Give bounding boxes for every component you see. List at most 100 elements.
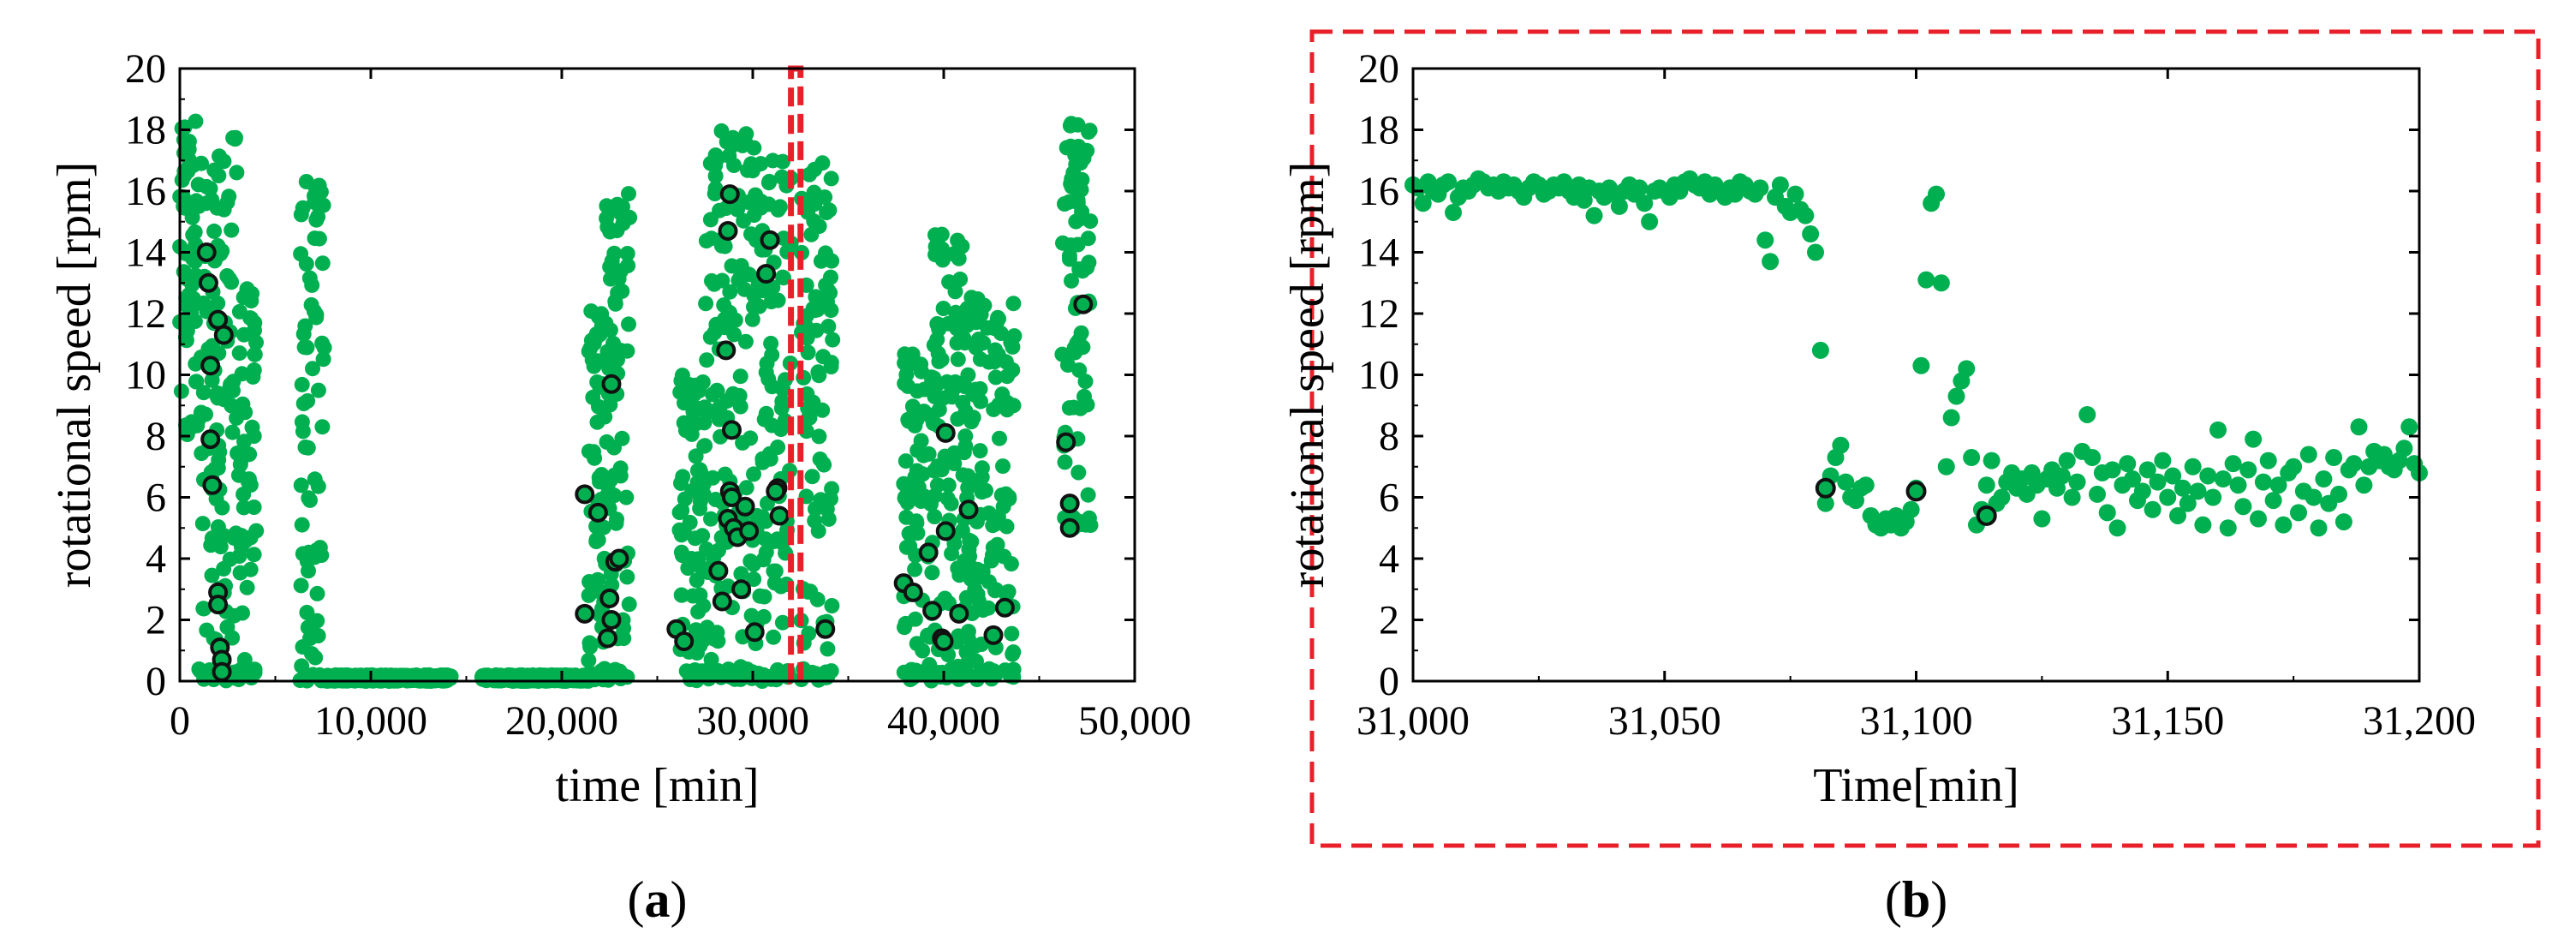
a-point xyxy=(219,268,236,284)
a-point xyxy=(907,469,923,485)
b-point xyxy=(1610,197,1628,215)
a-point xyxy=(699,619,715,636)
a-point xyxy=(224,222,240,238)
b-y-axis-label: rotational speed [rpm] xyxy=(1281,162,1334,589)
a-marked-point xyxy=(601,610,622,630)
a-point xyxy=(246,547,262,563)
a-y-tick-label: 8 xyxy=(146,414,166,459)
b-point xyxy=(2350,418,2368,436)
a-point xyxy=(800,583,816,600)
b-point xyxy=(1932,274,1950,292)
b-point xyxy=(1928,185,1945,203)
a-point xyxy=(1005,398,1022,414)
a-point xyxy=(1057,454,1073,470)
a-point xyxy=(216,153,232,170)
b-point xyxy=(1993,488,2011,506)
b-point xyxy=(1937,458,1955,476)
a-point xyxy=(246,428,262,444)
a-point xyxy=(972,351,988,368)
a-point xyxy=(776,230,792,247)
b-point xyxy=(2204,488,2222,506)
a-point xyxy=(967,581,983,597)
b-panel-letter: b xyxy=(1902,871,1930,928)
a-point xyxy=(295,423,311,440)
a-point xyxy=(764,347,780,363)
a-point xyxy=(589,414,605,430)
a-point xyxy=(708,316,724,332)
a-point xyxy=(956,445,972,461)
a-marked-point xyxy=(601,374,622,394)
a-point xyxy=(194,516,211,532)
a-point xyxy=(195,385,212,401)
a-x-tick-label: 0 xyxy=(170,698,190,744)
b-point xyxy=(1797,206,1815,224)
a-point xyxy=(758,513,774,529)
a-point xyxy=(620,258,636,273)
a-point xyxy=(735,137,750,153)
b-point xyxy=(1751,179,1769,197)
a-panel-label: (a) xyxy=(628,871,688,928)
a-marked-point xyxy=(609,548,629,569)
a-point xyxy=(688,448,704,464)
a-point xyxy=(1075,339,1091,356)
b-point xyxy=(2068,473,2086,491)
a-point xyxy=(707,147,724,164)
a-point xyxy=(800,344,816,361)
a-point xyxy=(808,501,823,517)
b-point xyxy=(1917,271,1935,289)
b-y-axis: 0 2 4 6 8 10 12 14 16 18 20 xyxy=(1358,46,2419,704)
a-marked-point xyxy=(575,484,595,505)
a-point xyxy=(761,173,778,189)
a-x-tick-label: 50,000 xyxy=(1078,698,1191,744)
b-point xyxy=(2103,461,2121,479)
a-point xyxy=(236,326,252,343)
a-point xyxy=(801,625,817,642)
a-point xyxy=(808,289,824,305)
b-point xyxy=(2174,479,2191,497)
b-marked-point xyxy=(1976,505,1997,526)
b-y-tick-label: 0 xyxy=(1379,659,1399,704)
b-point xyxy=(1802,225,1820,243)
a-marked-point xyxy=(213,325,234,345)
a-point xyxy=(990,309,1006,326)
a-point xyxy=(678,416,695,433)
a-point xyxy=(927,227,943,243)
a-point xyxy=(823,355,839,371)
a-point xyxy=(598,315,614,332)
a-marked-point xyxy=(200,356,221,376)
a-y-tick-label: 0 xyxy=(146,659,166,704)
a-point xyxy=(929,332,945,348)
a-point xyxy=(775,381,791,398)
a-point xyxy=(952,272,969,287)
b-point xyxy=(2259,452,2277,470)
a-point xyxy=(581,443,597,459)
b-y-tick-label: 18 xyxy=(1358,108,1399,153)
a-point xyxy=(619,246,635,261)
b-marked-point xyxy=(1905,481,1927,502)
a-point xyxy=(194,446,210,462)
a-point xyxy=(311,177,327,194)
a-point xyxy=(733,565,749,582)
a-point xyxy=(210,296,226,311)
a-point xyxy=(1063,138,1079,154)
a-point xyxy=(957,657,974,673)
a-point xyxy=(294,376,310,392)
a-point xyxy=(974,484,990,500)
a-point xyxy=(809,669,826,685)
b-point xyxy=(1445,204,1462,222)
a-marked-point xyxy=(933,631,954,652)
a-point xyxy=(315,351,331,368)
a-point xyxy=(188,374,204,390)
a-marked-point xyxy=(922,601,943,621)
a-point xyxy=(746,571,762,587)
b-y-tick-label: 14 xyxy=(1358,230,1399,276)
a-point xyxy=(814,402,831,418)
a-marked-points xyxy=(196,184,1094,682)
a-point xyxy=(931,402,947,418)
b-point xyxy=(1771,176,1789,194)
a-point xyxy=(299,339,315,356)
a-point xyxy=(901,525,917,541)
a-point xyxy=(770,292,786,308)
a-point xyxy=(703,651,719,667)
